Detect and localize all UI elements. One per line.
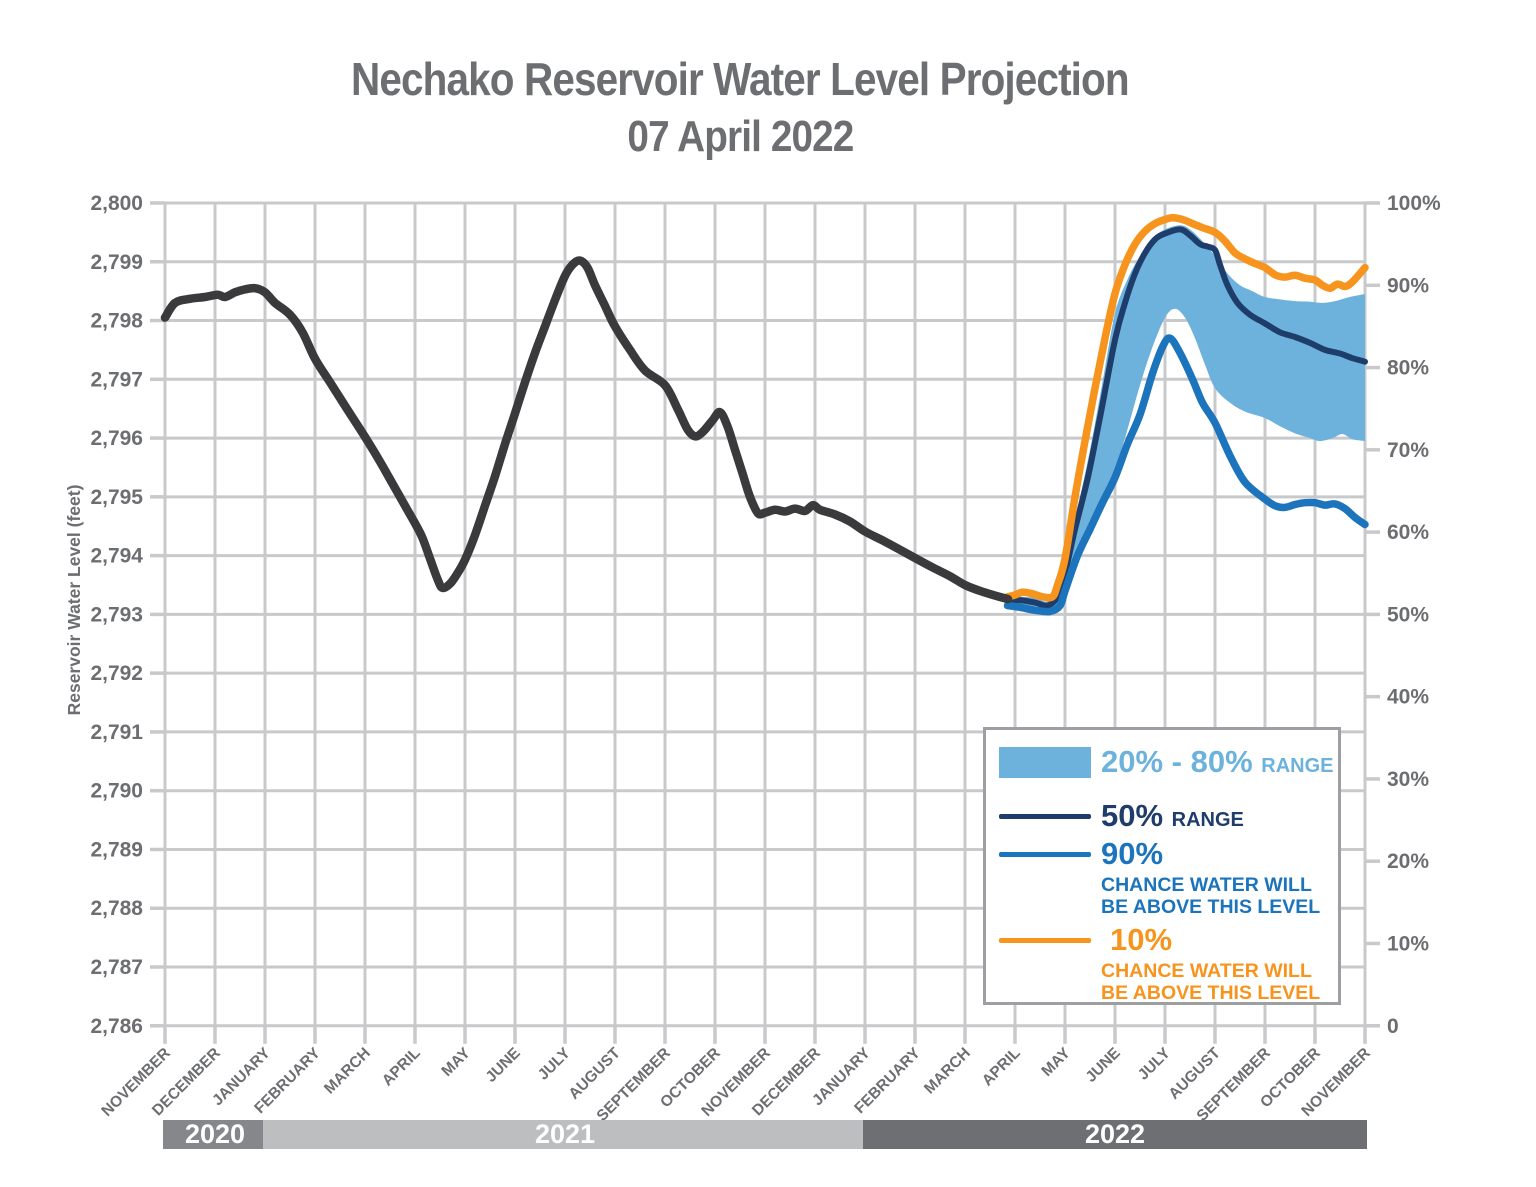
series-historical-line [160, 256, 1013, 604]
legend-band-swatch [999, 747, 1091, 778]
y-axis-tick-label: 2,795 [90, 486, 143, 509]
y-axis-tick-label: 2,794 [90, 545, 143, 568]
y-axis-title: Reservoir Water Level (feet) [64, 485, 84, 716]
x-axis-month-label: APRIL [979, 1045, 1024, 1090]
legend-50pct-label: 50% RANGE [1101, 798, 1244, 833]
year-band-2021: 2021 [263, 1119, 867, 1149]
legend-90pct-line [999, 852, 1091, 857]
y-axis-tick-label: 2,786 [90, 1015, 143, 1038]
axis-ticks [150, 201, 1380, 1044]
x-axis-month-label: JUNE [483, 1045, 524, 1086]
y-axis-tick-label: 2,789 [90, 838, 143, 861]
legend-10pct-line [999, 938, 1091, 943]
legend-10pct-description: CHANCE WATER WILL BE ABOVE THIS LEVEL [1101, 960, 1321, 1004]
y-axis-tick-label: 2,787 [90, 956, 143, 979]
legend-90pct-label: 90% [1101, 836, 1164, 871]
x-axis-month-label: MAY [1038, 1044, 1074, 1080]
y-axis-tick-label: 2,797 [90, 368, 143, 391]
year-band-2020: 2020 [163, 1119, 267, 1149]
right-axis-tick-label: 30% [1387, 768, 1429, 791]
series-10pct-line [1003, 213, 1369, 602]
legend-50pct-line [999, 814, 1091, 819]
right-axis-tick-label: 20% [1387, 850, 1429, 873]
right-axis-tick-label: 10% [1387, 933, 1429, 956]
right-axis-tick-label: 60% [1387, 521, 1429, 544]
y-axis-tick-label: 2,792 [90, 662, 143, 685]
legend: 20% - 80% RANGE 50% RANGE 90% CHANCE WAT… [983, 727, 1341, 1005]
x-axis-month-label: APRIL [379, 1045, 424, 1090]
x-axis-month-label: MARCH [321, 1045, 374, 1098]
y-axis-tick-label: 2,788 [90, 897, 143, 920]
y-axis-tick-label: 2,800 [90, 192, 143, 215]
series-90pct-line [1003, 334, 1369, 616]
right-axis-tick-label: 0 [1387, 1015, 1399, 1038]
legend-10pct-label: 10% [1110, 922, 1173, 957]
right-axis-tick-label: 70% [1387, 439, 1429, 462]
right-axis-tick-label: 90% [1387, 274, 1429, 297]
right-axis-tick-label: 80% [1387, 357, 1429, 380]
x-axis-month-label: JUNE [1083, 1045, 1124, 1086]
right-axis-tick-label: 100% [1387, 192, 1441, 215]
x-axis-month-label: JULY [535, 1044, 574, 1083]
chart-title-block: Nechako Reservoir Water Level Projection… [0, 52, 1480, 162]
y-axis-tick-label: 2,799 [90, 251, 143, 274]
x-axis-month-label: JULY [1135, 1044, 1174, 1083]
chart-title: Nechako Reservoir Water Level Projection [351, 53, 1130, 105]
x-axis-month-label: MARCH [921, 1045, 974, 1098]
y-axis-tick-label: 2,796 [90, 427, 143, 450]
x-axis-month-label: MAY [438, 1044, 474, 1080]
legend-90pct-description: CHANCE WATER WILL BE ABOVE THIS LEVEL [1101, 874, 1321, 918]
y-axis-tick-label: 2,791 [90, 721, 143, 744]
series-20-80-range-band [1007, 225, 1365, 614]
y-axis-tick-label: 2,798 [90, 310, 143, 333]
year-band-2022: 2022 [863, 1119, 1367, 1149]
year-band-2020-label: 2020 [184, 1119, 246, 1149]
chart-subtitle-date: 07 April 2022 [626, 112, 854, 161]
right-axis-tick-label: 50% [1387, 603, 1429, 626]
y-axis-tick-label: 2,790 [90, 780, 143, 803]
year-band-2022-label: 2022 [1084, 1119, 1146, 1149]
right-axis-tick-label: 40% [1387, 686, 1429, 709]
year-band-2021-label: 2021 [534, 1119, 596, 1149]
y-axis-tick-label: 2,793 [90, 603, 143, 626]
legend-band-label: 20% - 80% RANGE [1101, 744, 1334, 779]
